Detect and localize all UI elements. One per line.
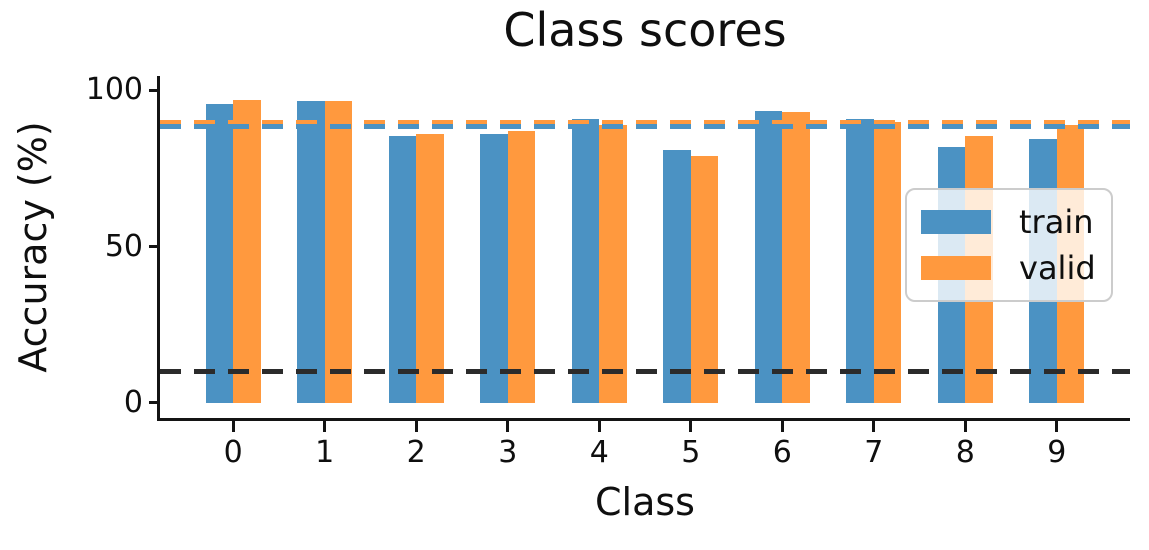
legend-swatch-valid [921, 255, 991, 280]
bar-train-3 [480, 134, 508, 403]
y-tick-label-100: 100 [85, 72, 143, 108]
y-axis-spine [157, 76, 160, 421]
x-tick-label-9: 9 [1047, 435, 1067, 470]
bar-train-7 [846, 118, 874, 403]
x-tick-label-0: 0 [223, 435, 243, 470]
legend-row-train: train [921, 205, 1097, 239]
legend-label-valid: valid [1019, 248, 1096, 287]
x-tick-mark-1 [323, 421, 327, 432]
x-tick-label-6: 6 [772, 435, 792, 470]
y-tick-mark-0 [149, 401, 160, 405]
train-mean-line [160, 124, 1130, 130]
legend-label-train: train [1019, 203, 1094, 242]
bar-valid-5 [690, 156, 719, 403]
chart-title: Class scores [503, 3, 787, 57]
x-tick-label-3: 3 [498, 435, 518, 470]
x-axis-label: Class [595, 480, 695, 524]
x-tick-mark-4 [597, 421, 601, 432]
x-tick-mark-6 [780, 421, 784, 432]
bar-train-1 [297, 101, 325, 403]
x-axis-spine [157, 418, 1130, 421]
y-tick-label-0: 0 [123, 384, 143, 420]
bar-valid-2 [416, 134, 444, 403]
x-tick-mark-9 [1055, 421, 1059, 432]
y-tick-mark-50 [149, 245, 160, 249]
bar-valid-0 [233, 99, 261, 403]
bar-train-2 [388, 135, 417, 403]
legend-row-valid: valid [921, 251, 1097, 285]
x-tick-mark-8 [963, 421, 967, 432]
bar-valid-6 [782, 112, 810, 403]
x-tick-label-4: 4 [589, 435, 609, 470]
bar-valid-1 [324, 101, 353, 403]
legend-swatch-train [921, 210, 991, 235]
bar-valid-4 [599, 124, 627, 403]
bar-valid-7 [873, 121, 902, 403]
x-tick-label-1: 1 [315, 435, 335, 470]
x-tick-label-5: 5 [681, 435, 701, 470]
bar-train-0 [205, 104, 234, 403]
x-tick-label-8: 8 [955, 435, 975, 470]
x-tick-label-7: 7 [864, 435, 884, 470]
x-tick-mark-7 [872, 421, 876, 432]
valid-mean-line [160, 119, 1130, 125]
x-tick-mark-0 [231, 421, 235, 432]
x-tick-mark-3 [506, 421, 510, 432]
x-tick-mark-2 [414, 421, 418, 432]
bar-train-6 [754, 110, 783, 403]
bar-valid-3 [507, 131, 536, 403]
x-tick-label-2: 2 [406, 435, 426, 470]
chance-line [160, 369, 1130, 375]
y-tick-label-50: 50 [104, 228, 143, 264]
bar-train-5 [663, 149, 691, 403]
bar-train-4 [571, 118, 600, 403]
y-tick-mark-100 [149, 88, 160, 92]
legend: train valid [905, 188, 1113, 302]
x-tick-mark-5 [689, 421, 693, 432]
